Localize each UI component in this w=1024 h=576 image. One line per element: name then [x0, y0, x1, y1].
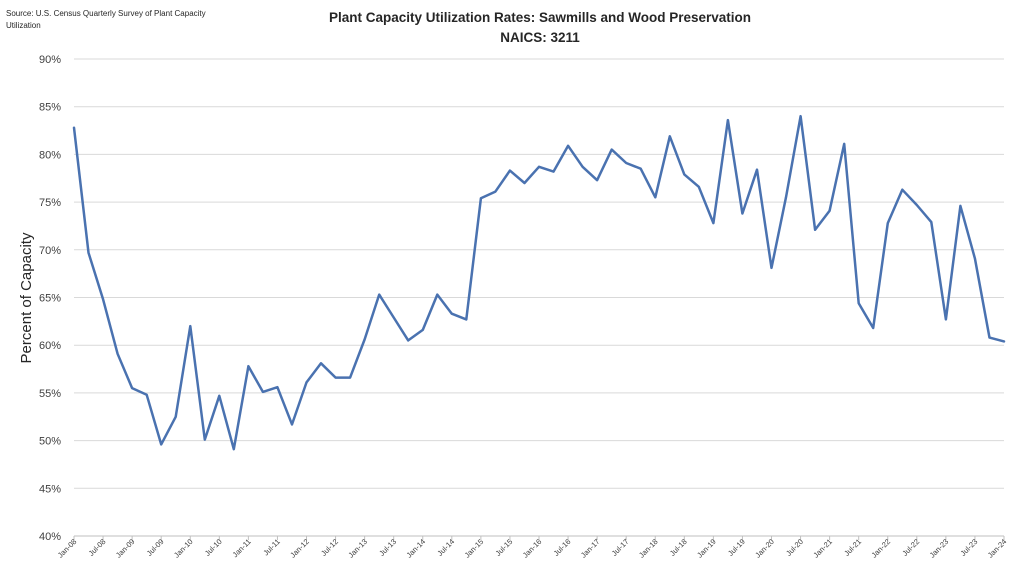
x-tick-label: Jul-21 — [842, 537, 863, 558]
y-tick-label: 90% — [39, 54, 61, 66]
y-tick-label: 40% — [39, 531, 61, 543]
chart-subtitle: NAICS: 3211 — [500, 30, 580, 45]
source-note: Source: U.S. Census Quarterly Survey of … — [6, 9, 206, 30]
x-tick-label: Jul-19 — [726, 537, 747, 558]
y-tick-label: 50% — [39, 436, 61, 448]
x-tick-label: Jul-13 — [377, 537, 398, 558]
x-tick-label: Jan-22 — [870, 537, 893, 560]
y-tick-label: 65% — [39, 293, 61, 305]
y-tick-label: 80% — [39, 149, 61, 161]
x-tick-label: Jul-08 — [87, 537, 108, 558]
x-tick-label: Jan-15 — [463, 537, 486, 560]
x-tick-label: Jul-09 — [145, 537, 166, 558]
x-tick-label: Jan-21 — [811, 537, 834, 560]
series-group — [72, 114, 1006, 451]
x-tick-label: Jul-20 — [784, 537, 805, 558]
x-tick-label: Jul-16 — [552, 537, 573, 558]
y-tick-label: 70% — [39, 245, 61, 257]
x-tick-label: Jan-18 — [637, 537, 660, 560]
series-line — [72, 114, 1006, 451]
x-tick-label: Jul-22 — [900, 537, 921, 558]
x-tick-label: Jan-13 — [346, 537, 369, 560]
x-tick-label: Jul-17 — [610, 537, 631, 558]
x-tick-label: Jul-18 — [668, 537, 689, 558]
x-axis-ticks: Jan-08 Jul-08 Jan-09 Jul-09 Jan-10 Jul-10 Jan-… — [56, 536, 1009, 560]
y-tick-label: 45% — [39, 483, 61, 495]
x-tick-label: Jan-10 — [172, 537, 195, 560]
x-tick-label: Jan-14 — [405, 537, 428, 560]
y-tick-label: 60% — [39, 340, 61, 352]
x-tick-label: Jan-23 — [928, 537, 951, 560]
chart-title: Plant Capacity Utilization Rates: Sawmil… — [328, 10, 752, 25]
y-axis-ticks: 40% 45% 50% 55% 60% 65% 70% 75% 80% 85% 90% — [39, 54, 61, 543]
x-tick-label: Jan-16 — [521, 537, 544, 560]
x-tick-label: Jan-12 — [288, 537, 311, 560]
y-tick-label: 55% — [39, 388, 61, 400]
x-tick-label: Jan-24 — [986, 537, 1009, 560]
x-tick-label: Jul-12 — [319, 537, 340, 558]
x-tick-label: Jan-17 — [579, 537, 602, 560]
x-tick-label: Jul-11 — [261, 537, 281, 557]
gridlines — [74, 58, 1004, 537]
x-tick-label: Jul-23 — [959, 537, 980, 558]
y-tick-label: 75% — [39, 197, 61, 209]
x-tick-label: Jan-09 — [114, 537, 137, 560]
y-tick-label: 85% — [39, 102, 61, 114]
x-tick-label: Jul-15 — [494, 537, 515, 558]
x-tick-label: Jul-14 — [435, 537, 456, 558]
y-axis-label: Percent of Capacity — [18, 232, 35, 363]
x-tick-label: Jan-11 — [231, 537, 253, 559]
x-tick-label: Jan-19 — [695, 537, 718, 560]
x-tick-label: Jan-20 — [753, 537, 776, 560]
x-tick-label: Jul-10 — [203, 537, 224, 558]
